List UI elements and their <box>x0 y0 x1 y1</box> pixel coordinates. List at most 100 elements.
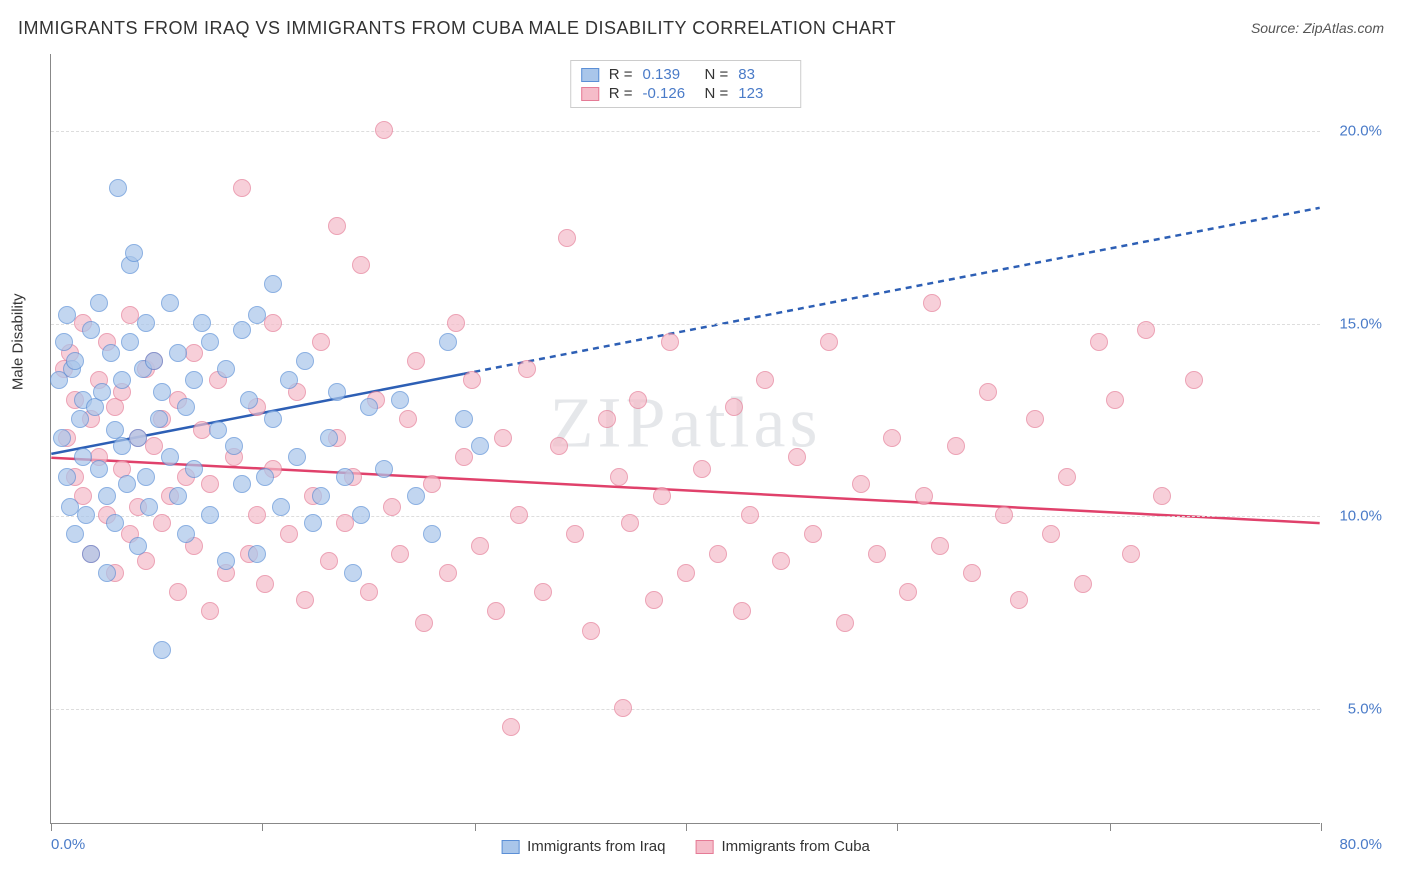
iraq-point <box>264 275 282 293</box>
cuba-point <box>1074 575 1092 593</box>
y-tick-label: 5.0% <box>1348 700 1382 717</box>
iraq-point <box>185 460 203 478</box>
cuba-point <box>1122 545 1140 563</box>
iraq-point <box>58 468 76 486</box>
cuba-r-value: -0.126 <box>643 85 695 102</box>
cuba-point <box>439 564 457 582</box>
iraq-point <box>193 314 211 332</box>
r-label: R = <box>609 85 633 102</box>
n-label: N = <box>705 85 729 102</box>
iraq-point <box>53 429 71 447</box>
iraq-point <box>150 410 168 428</box>
legend-item-iraq: Immigrants from Iraq <box>501 838 665 855</box>
cuba-point <box>804 525 822 543</box>
iraq-point <box>177 525 195 543</box>
iraq-point <box>169 487 187 505</box>
iraq-point <box>58 306 76 324</box>
n-label: N = <box>705 66 729 83</box>
iraq-point <box>82 321 100 339</box>
cuba-point <box>487 602 505 620</box>
cuba-point <box>947 437 965 455</box>
iraq-point <box>280 371 298 389</box>
iraq-point <box>439 333 457 351</box>
legend-swatch-cuba-b <box>696 840 714 854</box>
cuba-point <box>423 475 441 493</box>
iraq-point <box>121 333 139 351</box>
cuba-point <box>233 179 251 197</box>
iraq-point <box>93 383 111 401</box>
iraq-point <box>161 448 179 466</box>
r-label: R = <box>609 66 633 83</box>
cuba-point <box>558 229 576 247</box>
cuba-point <box>709 545 727 563</box>
cuba-point <box>1026 410 1044 428</box>
cuba-point <box>566 525 584 543</box>
cuba-point <box>820 333 838 351</box>
cuba-point <box>836 614 854 632</box>
iraq-point <box>272 498 290 516</box>
cuba-point <box>312 333 330 351</box>
cuba-point <box>248 506 266 524</box>
iraq-point <box>137 314 155 332</box>
cuba-point <box>1185 371 1203 389</box>
source-attribution: Source: ZipAtlas.com <box>1251 20 1384 36</box>
legend-row-iraq: R = 0.139 N = 83 <box>581 65 791 84</box>
y-tick-label: 15.0% <box>1339 315 1382 332</box>
iraq-point <box>288 448 306 466</box>
iraq-point <box>375 460 393 478</box>
cuba-point <box>899 583 917 601</box>
cuba-point <box>772 552 790 570</box>
iraq-point <box>201 333 219 351</box>
cuba-point <box>931 537 949 555</box>
cuba-point <box>756 371 774 389</box>
iraq-point <box>217 360 235 378</box>
cuba-point <box>963 564 981 582</box>
legend-item-cuba: Immigrants from Cuba <box>696 838 870 855</box>
iraq-point <box>336 468 354 486</box>
iraq-point <box>102 344 120 362</box>
cuba-point <box>145 437 163 455</box>
iraq-point <box>407 487 425 505</box>
cuba-point <box>185 344 203 362</box>
cuba-point <box>510 506 528 524</box>
iraq-point <box>109 179 127 197</box>
chart-plot-area: ZIPatlas R = 0.139 N = 83 R = -0.126 N =… <box>50 54 1320 824</box>
x-tick <box>51 823 52 831</box>
cuba-point <box>407 352 425 370</box>
iraq-point <box>82 545 100 563</box>
cuba-point <box>629 391 647 409</box>
iraq-point <box>77 506 95 524</box>
cuba-point <box>264 314 282 332</box>
cuba-point <box>256 575 274 593</box>
iraq-point <box>169 344 187 362</box>
iraq-point <box>74 448 92 466</box>
legend-swatch-iraq <box>581 68 599 82</box>
cuba-point <box>582 622 600 640</box>
iraq-point <box>177 398 195 416</box>
cuba-point <box>518 360 536 378</box>
y-tick-label: 10.0% <box>1339 508 1382 525</box>
cuba-point <box>415 614 433 632</box>
cuba-point <box>741 506 759 524</box>
cuba-point <box>534 583 552 601</box>
cuba-point <box>868 545 886 563</box>
iraq-point <box>129 537 147 555</box>
iraq-point <box>328 383 346 401</box>
cuba-point <box>463 371 481 389</box>
x-label-min: 0.0% <box>51 836 85 853</box>
iraq-point <box>471 437 489 455</box>
iraq-point <box>201 506 219 524</box>
iraq-point <box>233 475 251 493</box>
cuba-point <box>1090 333 1108 351</box>
x-tick <box>897 823 898 831</box>
cuba-point <box>360 583 378 601</box>
cuba-point <box>653 487 671 505</box>
y-tick-label: 20.0% <box>1339 123 1382 140</box>
cuba-point <box>471 537 489 555</box>
watermark-text: ZIPatlas <box>550 382 822 465</box>
series-legend: Immigrants from Iraq Immigrants from Cub… <box>501 838 870 855</box>
iraq-n-value: 83 <box>738 66 790 83</box>
iraq-point <box>90 460 108 478</box>
cuba-point <box>383 498 401 516</box>
legend-label-iraq: Immigrants from Iraq <box>527 838 665 855</box>
